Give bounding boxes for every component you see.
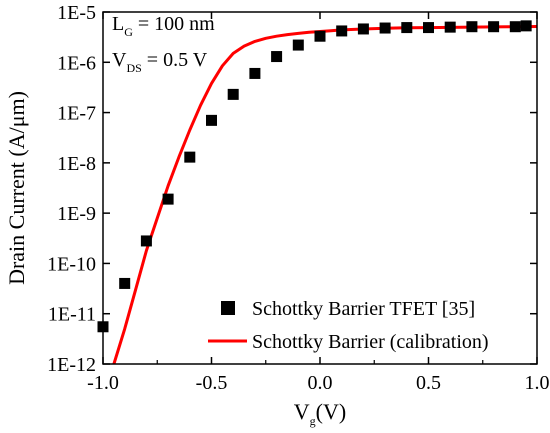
data-point-marker	[444, 21, 456, 33]
data-point-marker	[401, 22, 413, 34]
y-tick-label: 1E-7	[57, 103, 96, 125]
data-point-marker	[520, 20, 532, 32]
data-point-marker	[357, 23, 369, 35]
data-point-marker	[314, 30, 326, 42]
data-point-marker	[140, 235, 152, 247]
x-tick-label: 0.5	[416, 372, 441, 394]
vds-main: V	[112, 49, 127, 71]
data-point-marker	[184, 151, 196, 163]
vds-sub: DS	[126, 61, 141, 75]
legend-label-calibration: Schottky Barrier (calibration)	[252, 331, 489, 353]
x-axis-title: Vg(V)	[294, 399, 346, 428]
vds-annotation: VDS = 0.5 V	[112, 49, 208, 75]
lg-value: = 100 nm	[133, 13, 215, 35]
data-point-marker	[119, 277, 131, 289]
y-tick-label: 1E-12	[47, 354, 96, 376]
data-point-marker	[249, 67, 261, 79]
x-tick-label: 0.0	[308, 372, 333, 394]
data-point-marker	[379, 22, 391, 34]
lg-annotation: LG = 100 nm	[112, 13, 215, 39]
x-axis-title-main: V	[294, 399, 310, 424]
data-point-marker	[271, 51, 283, 63]
vds-value: = 0.5 V	[142, 49, 208, 71]
data-point-marker	[227, 88, 239, 100]
data-point-marker	[423, 22, 434, 34]
y-tick-label: 1E-11	[48, 304, 96, 326]
data-point-marker	[466, 21, 478, 33]
legend-marker-tfet	[221, 301, 235, 315]
y-axis-title: Drain Current (A/μm)	[4, 91, 29, 285]
data-point-marker	[488, 21, 500, 33]
x-tick-label: -1.0	[87, 372, 119, 394]
x-tick-label: 1.0	[525, 372, 550, 394]
x-axis-title-unit: (V)	[316, 399, 347, 424]
y-tick-label: 1E-9	[57, 203, 96, 225]
data-point-marker	[206, 114, 217, 126]
x-tick-label: -0.5	[196, 372, 228, 394]
data-point-marker	[292, 39, 304, 51]
data-point-marker	[509, 21, 521, 33]
lg-sub: G	[124, 25, 133, 39]
lg-main: L	[112, 13, 124, 35]
data-point-marker	[336, 25, 348, 37]
y-tick-label: 1E-6	[57, 52, 96, 74]
y-tick-label: 1E-5	[57, 2, 96, 24]
y-tick-label: 1E-8	[57, 153, 96, 175]
plot-frame	[102, 11, 538, 365]
y-tick-label: 1E-10	[47, 253, 96, 275]
data-point-marker	[162, 193, 174, 205]
x-axis-title-sub: g	[310, 414, 316, 428]
legend-label-tfet: Schottky Barrier TFET [35]	[252, 298, 475, 320]
legend: Schottky Barrier TFET [35] Schottky Barr…	[208, 298, 489, 353]
